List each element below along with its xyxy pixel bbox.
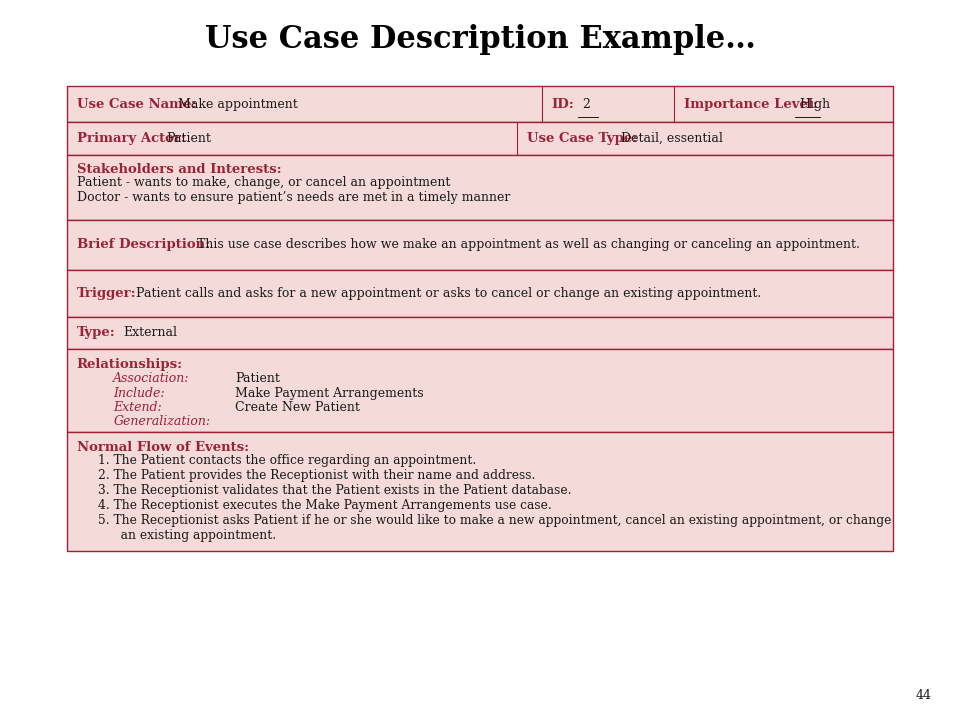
Text: Create New Patient: Create New Patient (235, 401, 360, 414)
Text: High: High (799, 98, 830, 111)
Bar (67, 86, 893, 122)
Text: 5. The Receptionist asks Patient if he or she would like to make a new appointme: 5. The Receptionist asks Patient if he o… (98, 514, 891, 527)
Text: Type:: Type: (77, 326, 115, 340)
Text: Make appointment: Make appointment (178, 98, 298, 111)
Bar (67, 349, 893, 432)
Text: Trigger:: Trigger: (77, 287, 136, 300)
Bar (67, 220, 893, 270)
Text: External: External (123, 326, 177, 340)
Text: Importance Level:: Importance Level: (684, 98, 818, 111)
Text: ID:: ID: (551, 98, 574, 111)
Text: 2: 2 (582, 98, 590, 111)
Bar (67, 432, 893, 551)
Text: Include:: Include: (113, 387, 165, 400)
Text: Use Case Name:: Use Case Name: (77, 98, 196, 111)
Text: This use case describes how we make an appointment as well as changing or cancel: This use case describes how we make an a… (197, 238, 859, 251)
Text: Patient - wants to make, change, or cancel an appointment: Patient - wants to make, change, or canc… (77, 176, 450, 189)
Text: 44: 44 (915, 689, 931, 702)
Bar (67, 122, 893, 155)
Text: 4. The Receptionist executes the Make Payment Arrangements use case.: 4. The Receptionist executes the Make Pa… (98, 499, 552, 512)
Text: an existing appointment.: an existing appointment. (109, 529, 276, 542)
Text: Detail, essential: Detail, essential (621, 132, 723, 145)
Text: Relationships:: Relationships: (77, 358, 183, 371)
Bar (67, 155, 893, 220)
Text: Doctor - wants to ensure patient’s needs are met in a timely manner: Doctor - wants to ensure patient’s needs… (77, 191, 510, 204)
Bar (67, 317, 893, 349)
Text: 1. The Patient contacts the office regarding an appointment.: 1. The Patient contacts the office regar… (98, 454, 476, 467)
Text: Primary Actor:: Primary Actor: (77, 132, 185, 145)
Text: Brief Description:: Brief Description: (77, 238, 210, 251)
Text: Patient calls and asks for a new appointment or asks to cancel or change an exis: Patient calls and asks for a new appoint… (136, 287, 761, 300)
Text: 3. The Receptionist validates that the Patient exists in the Patient database.: 3. The Receptionist validates that the P… (98, 484, 571, 497)
Text: Use Case Type:: Use Case Type: (527, 132, 637, 145)
Text: Patient: Patient (235, 372, 280, 385)
Text: Use Case Description Example…: Use Case Description Example… (204, 24, 756, 55)
Text: Association:: Association: (113, 372, 190, 385)
Text: Extend:: Extend: (113, 401, 162, 414)
Text: Normal Flow of Events:: Normal Flow of Events: (77, 441, 249, 454)
Bar (67, 270, 893, 317)
Text: Generalization:: Generalization: (113, 415, 210, 428)
Text: Make Payment Arrangements: Make Payment Arrangements (235, 387, 423, 400)
Text: Stakeholders and Interests:: Stakeholders and Interests: (77, 163, 281, 176)
Text: Patient: Patient (166, 132, 211, 145)
Text: 2. The Patient provides the Receptionist with their name and address.: 2. The Patient provides the Receptionist… (98, 469, 536, 482)
